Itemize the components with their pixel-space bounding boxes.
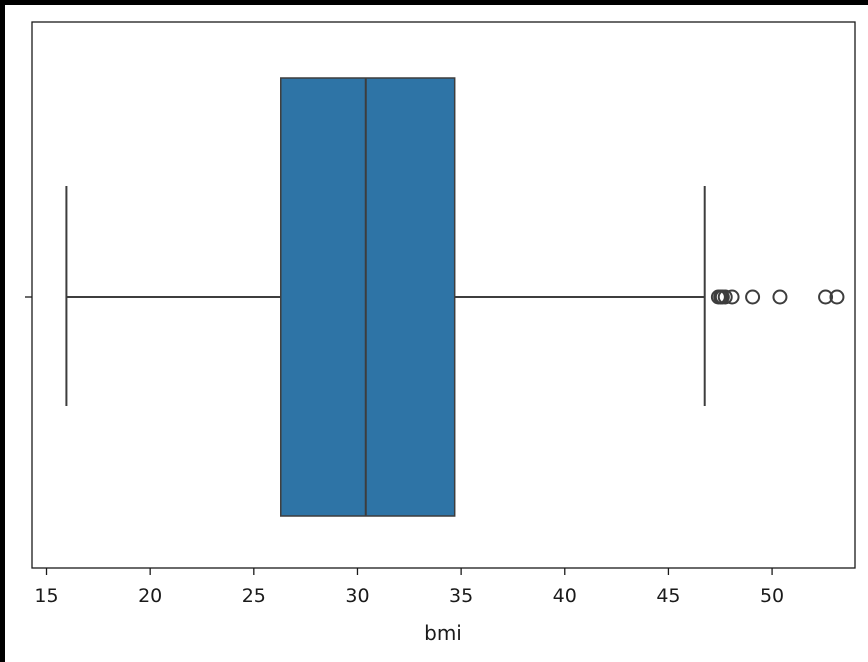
x-tick-label: 30 [345, 585, 369, 607]
x-tick-label: 20 [138, 585, 162, 607]
outlier-point [724, 289, 740, 305]
x-axis-ticks: 15 20 25 30 35 40 45 50 [34, 568, 784, 607]
outlier-point [772, 289, 788, 305]
outlier-point [745, 289, 761, 305]
plot-area-frame [31, 21, 856, 569]
x-axis-label: bmi [424, 621, 462, 645]
x-tick-label: 40 [553, 585, 577, 607]
outlier-point [829, 289, 845, 305]
x-tick-label: 45 [656, 585, 680, 607]
interquartile-box [280, 77, 456, 517]
x-tick-label: 35 [449, 585, 473, 607]
outlier-points [710, 289, 845, 305]
outlier-point [717, 289, 733, 305]
x-tick-label: 15 [34, 585, 58, 607]
outlier-point [818, 289, 834, 305]
x-tick-label: 25 [242, 585, 266, 607]
x-tick-label: 50 [760, 585, 784, 607]
